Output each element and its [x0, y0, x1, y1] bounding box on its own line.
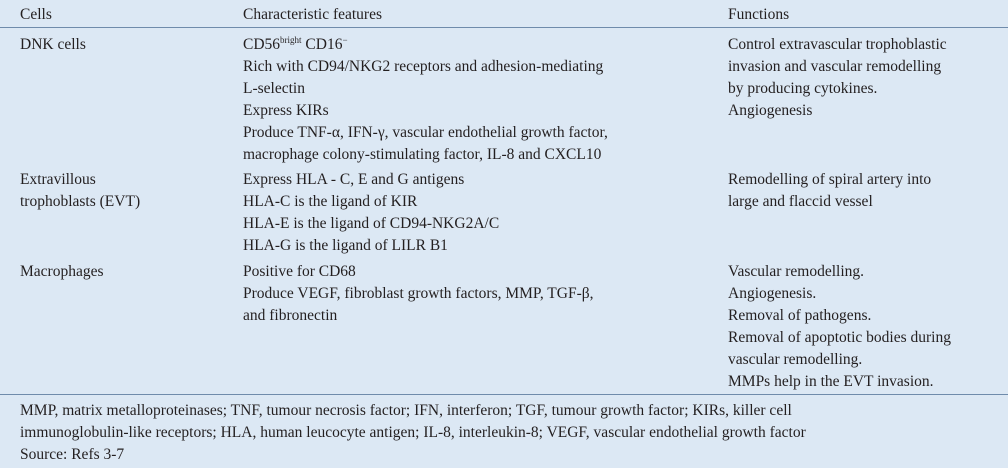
features-line: Express KIRs [243, 102, 329, 119]
column-header: Cells [20, 6, 52, 23]
features-line: Produce VEGF, fibroblast growth factors,… [243, 285, 594, 302]
functions-line: Angiogenesis. [728, 285, 817, 302]
features-line: Express HLA - C, E and G antigens [243, 171, 465, 188]
bottom-rule [0, 394, 1008, 395]
functions-line: Control extravascular trophoblastic [728, 36, 947, 53]
footnote: MMP, matrix metalloproteinases; TNF, tum… [20, 402, 792, 419]
functions-line: by producing cytokines. [728, 80, 878, 97]
column-header: Functions [728, 6, 790, 23]
features-line: HLA-G is the ligand of LILR B1 [243, 237, 448, 254]
footnote: Source: Refs 3-7 [20, 446, 125, 463]
footnote: immunoglobulin-like receptors; HLA, huma… [20, 424, 806, 441]
superscript: bright [280, 34, 302, 45]
row-label: DNK cells [20, 36, 86, 53]
functions-line: Angiogenesis [728, 102, 813, 119]
row-label: Macrophages [20, 263, 104, 280]
row-label: trophoblasts (EVT) [20, 193, 141, 210]
functions-line: MMPs help in the EVT invasion. [728, 373, 934, 390]
features-line: Rich with CD94/NKG2 receptors and adhesi… [243, 58, 604, 75]
features-line: Produce TNF-α, IFN-γ, vascular endotheli… [243, 124, 608, 141]
functions-line: large and flaccid vessel [728, 193, 873, 210]
header-rule [0, 27, 1008, 28]
features-line: CD56bright CD16− [243, 34, 348, 56]
functions-line: Removal of pathogens. [728, 307, 872, 324]
functions-line: Remodelling of spiral artery into [728, 171, 932, 188]
row-label: Extravillous [20, 171, 96, 188]
features-line: L-selectin [243, 80, 305, 97]
text-part: CD56 [243, 36, 281, 53]
features-line: HLA-E is the ligand of CD94-NKG2A/C [243, 215, 500, 232]
features-line: Positive for CD68 [243, 263, 356, 280]
features-line: HLA-C is the ligand of KIR [243, 193, 418, 210]
column-header: Characteristic features [243, 6, 382, 23]
functions-line: Removal of apoptotic bodies during [728, 329, 951, 346]
functions-line: vascular remodelling. [728, 351, 863, 368]
features-line: and fibronectin [243, 307, 338, 324]
text-part: CD16 [301, 36, 343, 53]
functions-line: Vascular remodelling. [728, 263, 865, 280]
functions-line: invasion and vascular remodelling [728, 58, 942, 75]
superscript: − [342, 34, 348, 45]
features-line: macrophage colony-stimulating factor, IL… [243, 146, 602, 163]
